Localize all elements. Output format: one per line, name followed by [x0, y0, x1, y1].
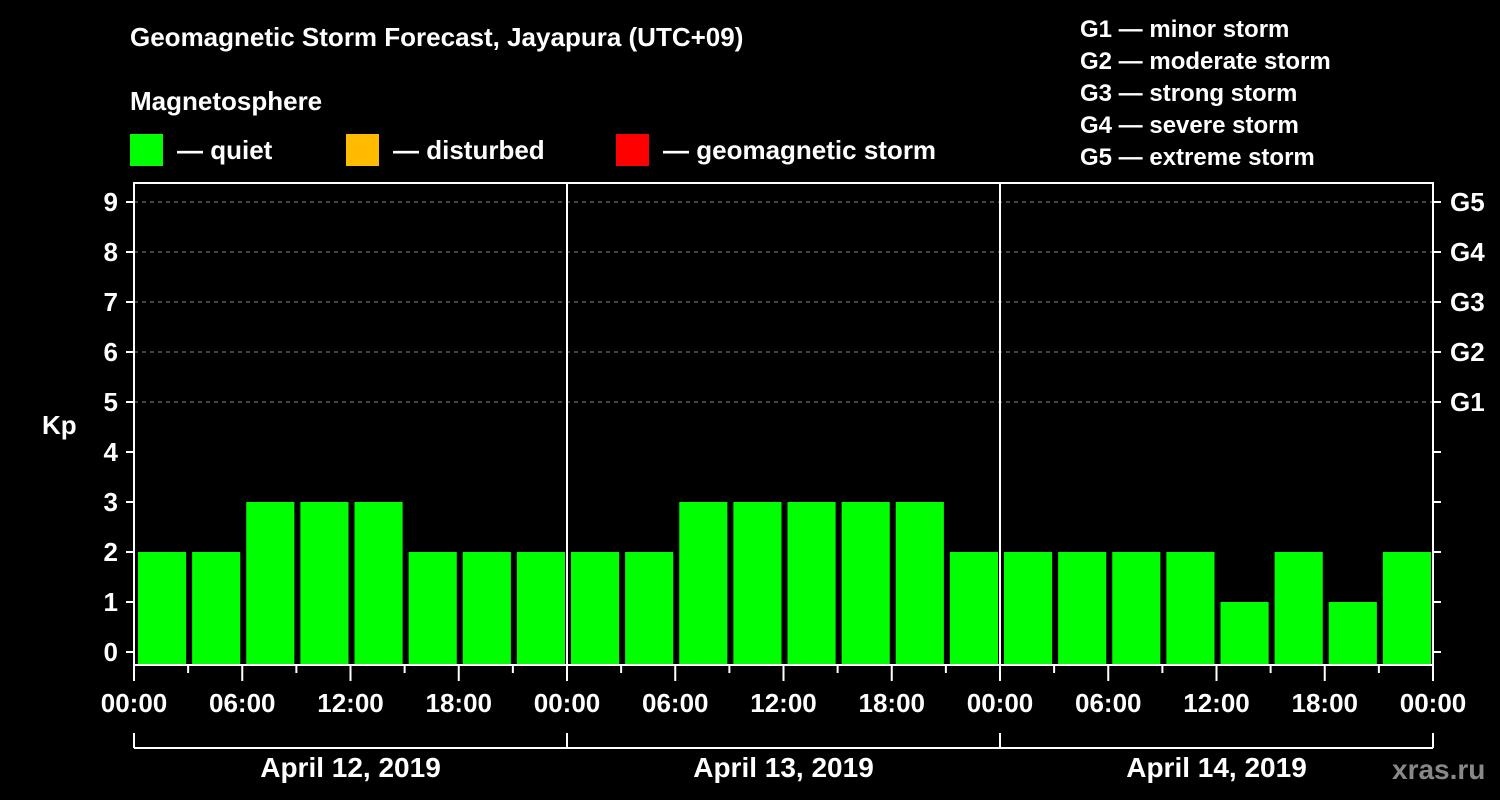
legend-disturbed: — disturbed — [346, 134, 545, 166]
kp-bar — [462, 552, 511, 665]
g-tick-label: G2 — [1450, 337, 1485, 367]
kp-bar — [571, 552, 620, 665]
kp-bar — [679, 502, 728, 665]
kp-bar — [516, 552, 565, 665]
g-tick-label: G5 — [1450, 187, 1485, 217]
kp-bar — [1004, 552, 1053, 665]
kp-bar — [1274, 552, 1323, 665]
x-tick-label: 18:00 — [425, 688, 493, 718]
x-tick-label: 06:00 — [209, 688, 276, 718]
chart-title: Geomagnetic Storm Forecast, Jayapura (UT… — [130, 22, 744, 52]
y-tick-label: 4 — [103, 437, 118, 467]
y-tick-label: 1 — [103, 587, 118, 617]
kp-bar — [1166, 552, 1215, 665]
legend-storm: — geomagnetic storm — [616, 134, 936, 166]
x-tick-label: 18:00 — [858, 688, 926, 718]
g1-label: G1 — minor storm — [1080, 16, 1290, 43]
bars — [138, 502, 1431, 665]
y-tick-label: 7 — [103, 287, 118, 317]
x-tick-label: 00:00 — [100, 688, 168, 718]
g-scale-legend: G1 — minor storm G2 — moderate storm G3 … — [1080, 14, 1331, 174]
y-tick-label: 2 — [103, 537, 118, 567]
quiet-swatch — [130, 134, 163, 166]
legend-label: — disturbed — [393, 134, 545, 165]
kp-bar — [408, 552, 457, 665]
day-label: April 12, 2019 — [260, 752, 441, 783]
x-tick-label: 12:00 — [317, 688, 384, 718]
kp-bar — [841, 502, 890, 665]
y-tick-label: 8 — [103, 237, 118, 267]
x-tick-label: 12:00 — [1183, 688, 1250, 718]
kp-bar — [895, 502, 944, 665]
x-tick-label: 00:00 — [533, 688, 601, 718]
x-tick-label: 00:00 — [1399, 688, 1467, 718]
kp-bar — [1112, 552, 1161, 665]
x-tick-label: 00:00 — [966, 688, 1034, 718]
legend-title: Magnetosphere — [130, 86, 323, 116]
y-tick-label: 5 — [103, 387, 118, 417]
g2-label: G2 — moderate storm — [1080, 48, 1331, 75]
kp-bar — [300, 502, 349, 665]
storm-swatch — [616, 134, 649, 166]
axes — [126, 182, 1441, 749]
x-tick-label: 18:00 — [1291, 688, 1359, 718]
y-tick-label: 3 — [103, 487, 118, 517]
kp-bar — [1220, 602, 1269, 665]
y-tick-label: 9 — [103, 187, 118, 217]
legend-quiet: — quiet — [130, 134, 272, 166]
day-label: April 14, 2019 — [1126, 752, 1307, 783]
watermark: xras.ru — [1392, 754, 1486, 785]
disturbed-swatch — [346, 134, 379, 166]
g5-label: G5 — extreme storm — [1080, 144, 1315, 171]
g-tick-label: G3 — [1450, 287, 1485, 317]
g4-label: G4 — severe storm — [1080, 112, 1299, 139]
kp-bar — [1382, 552, 1431, 665]
day-label: April 13, 2019 — [693, 752, 874, 783]
y-tick-label: 0 — [103, 637, 118, 667]
kp-bar — [1058, 552, 1107, 665]
x-tick-label: 06:00 — [642, 688, 709, 718]
x-tick-label: 12:00 — [750, 688, 817, 718]
kp-bar — [787, 502, 836, 665]
x-tick-label: 06:00 — [1075, 688, 1142, 718]
gridlines — [134, 201, 1433, 403]
kp-bar — [1328, 602, 1377, 665]
y-tick-label: 6 — [103, 337, 118, 367]
legend-label: — geomagnetic storm — [663, 134, 937, 165]
y-axis-label: Kp — [42, 410, 77, 440]
legend-label: — quiet — [177, 134, 273, 165]
kp-bar — [949, 552, 998, 665]
kp-bar — [354, 502, 403, 665]
kp-bar — [625, 552, 674, 665]
g-tick-label: G1 — [1450, 387, 1485, 417]
g3-label: G3 — strong storm — [1080, 80, 1298, 107]
kp-bar — [246, 502, 295, 665]
kp-bar — [192, 552, 241, 665]
kp-bar — [138, 552, 187, 665]
g-tick-label: G4 — [1450, 237, 1485, 267]
kp-bar — [733, 502, 782, 665]
